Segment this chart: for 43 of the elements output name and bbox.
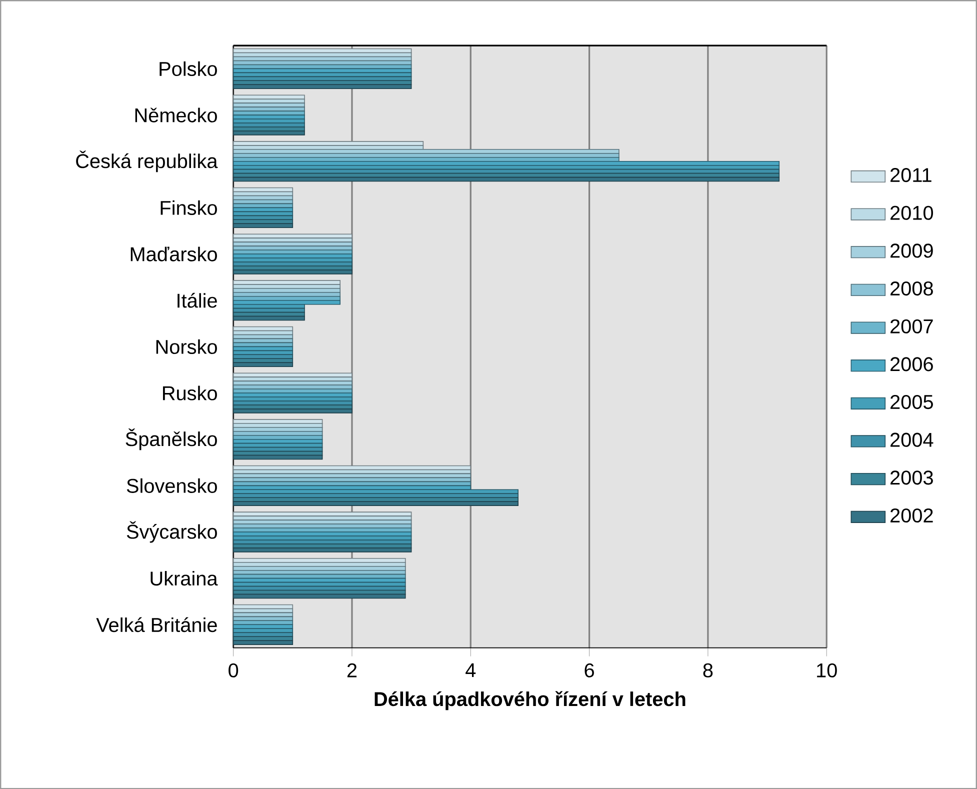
y-tick-label: Rusko xyxy=(163,386,217,400)
legend-label: 2010 xyxy=(890,206,934,220)
x-tick-label: 6 xyxy=(584,663,594,678)
y-tick-label: Finsko xyxy=(160,200,217,215)
y-tick-label: Česká republika xyxy=(76,150,218,172)
x-axis-title: Délka úpadkového řízení v letech xyxy=(374,690,686,710)
y-tick-label: Polsko xyxy=(160,61,217,76)
bar xyxy=(232,84,412,89)
legend-label: 2004 xyxy=(890,432,934,447)
bar xyxy=(232,547,412,552)
bar xyxy=(232,408,352,414)
legend-label: 2006 xyxy=(890,357,933,372)
bar xyxy=(232,594,406,599)
bar xyxy=(232,176,780,182)
x-tick-label: 4 xyxy=(466,663,476,677)
legend-label: 2003 xyxy=(890,470,933,485)
y-tick-label: Španělsko xyxy=(126,428,217,450)
bar xyxy=(232,223,294,228)
legend-label: 2009 xyxy=(890,244,933,258)
bar xyxy=(232,501,518,506)
legend-label: 2008 xyxy=(890,281,933,296)
x-tick-label: 10 xyxy=(817,663,837,678)
bar xyxy=(232,640,294,645)
y-tick-label: Maďarsko xyxy=(130,246,217,262)
y-tick-label: Itálie xyxy=(178,292,217,308)
y-tick-label: Norsko xyxy=(156,339,217,354)
y-tick-label: Švýcarsko xyxy=(126,521,217,543)
legend-label: 2002 xyxy=(890,508,933,522)
y-tick-label: Německo xyxy=(135,108,217,122)
y-tick-label: Velká Británie xyxy=(96,617,217,632)
legend-label: 2005 xyxy=(890,394,933,409)
bar xyxy=(232,316,305,321)
y-tick-label: Ukraina xyxy=(150,570,218,586)
bar xyxy=(232,362,294,367)
x-tick-label: 2 xyxy=(347,663,357,678)
legend-label: 2007 xyxy=(890,319,933,334)
bar xyxy=(232,130,305,136)
x-tick-label: 8 xyxy=(703,663,713,678)
bar xyxy=(232,454,323,460)
bar xyxy=(232,269,352,274)
x-tick-label: 0 xyxy=(228,663,238,678)
y-tick-label: Slovensko xyxy=(126,478,217,493)
legend-label: 2011 xyxy=(890,168,932,182)
